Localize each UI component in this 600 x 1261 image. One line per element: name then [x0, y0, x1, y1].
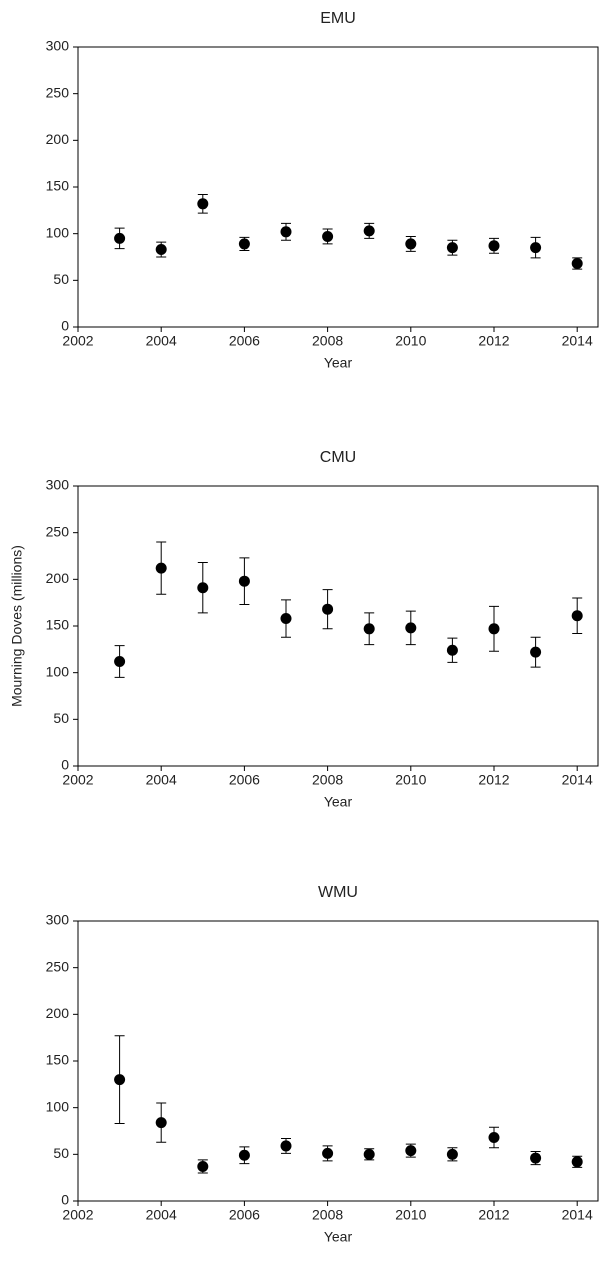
- x-tick-label: 2004: [146, 1207, 177, 1223]
- x-tick-label: 2008: [312, 1207, 343, 1223]
- y-tick-label: 0: [61, 757, 69, 773]
- data-point: [238, 1149, 250, 1161]
- data-point: [114, 232, 126, 244]
- data-point: [571, 258, 583, 270]
- y-tick-label: 0: [61, 1192, 69, 1208]
- data-point: [530, 1152, 542, 1164]
- x-tick-label: 2004: [146, 333, 177, 349]
- data-point: [238, 238, 250, 250]
- data-point: [405, 1145, 417, 1157]
- x-axis-label: Year: [324, 1229, 353, 1245]
- y-tick-label: 200: [46, 570, 70, 586]
- y-tick-label: 50: [53, 1145, 69, 1161]
- y-tick-label: 300: [46, 477, 70, 493]
- data-point: [280, 613, 292, 625]
- data-point: [488, 623, 500, 635]
- data-point: [405, 238, 417, 250]
- data-point: [238, 575, 250, 587]
- y-tick-label: 250: [46, 523, 70, 539]
- data-point: [280, 226, 292, 238]
- data-point: [155, 562, 167, 574]
- data-point: [197, 198, 209, 210]
- x-tick-label: 2006: [229, 772, 260, 788]
- y-tick-label: 300: [46, 912, 70, 928]
- data-point: [322, 230, 334, 242]
- x-tick-label: 2012: [478, 772, 509, 788]
- x-tick-label: 2014: [562, 1207, 593, 1223]
- plot-frame: [77, 485, 599, 767]
- x-tick-label: 2006: [229, 333, 260, 349]
- x-tick-label: 2002: [62, 1207, 93, 1223]
- x-tick-label: 2014: [562, 333, 593, 349]
- y-tick-label: 100: [46, 663, 70, 679]
- x-tick-label: 2002: [62, 333, 93, 349]
- x-tick-label: 2012: [478, 1207, 509, 1223]
- chart-title: WMU: [318, 884, 358, 901]
- data-point: [530, 646, 542, 658]
- data-point: [488, 1132, 500, 1144]
- data-point: [405, 622, 417, 634]
- y-tick-label: 250: [46, 84, 70, 100]
- data-point: [114, 1074, 126, 1086]
- x-tick-label: 2010: [395, 333, 426, 349]
- x-axis-label: Year: [324, 794, 353, 810]
- chart-title: EMU: [320, 10, 356, 27]
- y-tick-label: 300: [46, 38, 70, 54]
- x-tick-label: 2008: [312, 333, 343, 349]
- plot-frame: [77, 920, 599, 1202]
- y-tick-label: 250: [46, 958, 70, 974]
- y-tick-label: 150: [46, 178, 70, 194]
- y-tick-label: 150: [46, 1052, 70, 1068]
- data-point: [322, 1147, 334, 1159]
- y-tick-label: 150: [46, 617, 70, 633]
- data-point: [197, 582, 209, 594]
- x-tick-label: 2010: [395, 772, 426, 788]
- x-tick-label: 2004: [146, 772, 177, 788]
- y-tick-label: 100: [46, 224, 70, 240]
- data-point: [571, 610, 583, 622]
- data-point: [363, 225, 375, 237]
- data-point: [197, 1160, 209, 1172]
- x-tick-label: 2010: [395, 1207, 426, 1223]
- y-tick-label: 100: [46, 1098, 70, 1114]
- data-point: [488, 240, 500, 252]
- data-point: [446, 1148, 458, 1160]
- x-tick-label: 2014: [562, 772, 593, 788]
- y-tick-label: 50: [53, 710, 69, 726]
- data-point: [363, 623, 375, 635]
- data-point: [155, 244, 167, 256]
- data-point: [280, 1140, 292, 1152]
- data-point: [322, 603, 334, 615]
- y-tick-label: 50: [53, 271, 69, 287]
- y-tick-label: 0: [61, 318, 69, 334]
- data-point: [114, 655, 126, 667]
- y-axis-label: Mourning Doves (millions): [9, 545, 25, 707]
- data-point: [446, 644, 458, 656]
- data-point: [155, 1117, 167, 1129]
- y-tick-label: 200: [46, 1005, 70, 1021]
- x-tick-label: 2002: [62, 772, 93, 788]
- data-point: [446, 242, 458, 254]
- chart-title: CMU: [320, 449, 356, 466]
- x-tick-label: 2012: [478, 333, 509, 349]
- y-tick-label: 200: [46, 131, 70, 147]
- data-point: [571, 1156, 583, 1168]
- data-point: [530, 242, 542, 254]
- x-tick-label: 2008: [312, 772, 343, 788]
- x-tick-label: 2006: [229, 1207, 260, 1223]
- data-point: [363, 1148, 375, 1160]
- plot-frame: [77, 46, 599, 328]
- x-axis-label: Year: [324, 355, 353, 371]
